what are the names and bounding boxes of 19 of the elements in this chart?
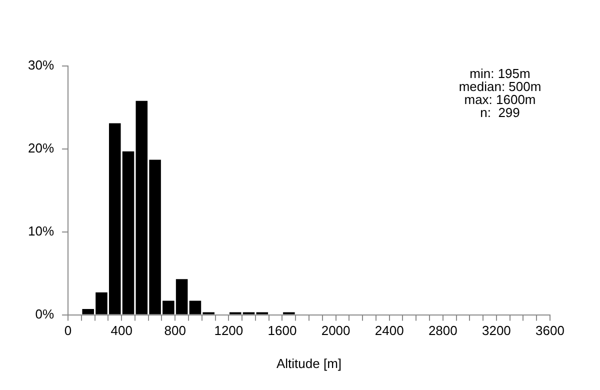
x-tick-label: 2800 <box>428 323 458 338</box>
x-tick-label: 2000 <box>321 323 350 338</box>
x-tick-label: 1600 <box>268 323 297 338</box>
y-tick-label: 0% <box>35 306 54 322</box>
x-tick-label: 3200 <box>482 323 511 338</box>
x-tick-label: 1200 <box>214 323 244 338</box>
x-axis-title: Altitude [m] <box>276 356 342 371</box>
x-tick-label: 0 <box>64 323 72 338</box>
y-tick-label: 30% <box>28 58 54 73</box>
annotation: max: 1600m <box>464 92 536 108</box>
x-tick-label: 2400 <box>374 323 404 338</box>
x-tick-label: 800 <box>164 323 186 338</box>
annotation: n: 299 <box>480 105 520 120</box>
x-tick-label: 3600 <box>536 323 564 338</box>
x-tick-label: 400 <box>110 323 132 338</box>
annotation: min: 195m <box>470 66 530 82</box>
y-tick-label: 20% <box>28 140 54 156</box>
y-tick-label: 10% <box>28 223 54 238</box>
annotation: median: 500m <box>458 79 542 94</box>
